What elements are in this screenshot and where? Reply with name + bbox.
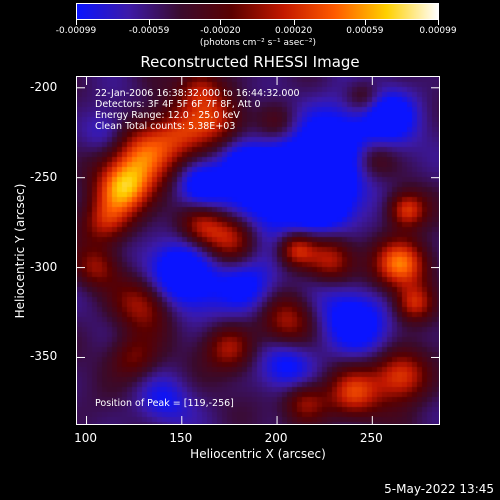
colorbar-unit-label: (photons cm⁻² s⁻¹ asec⁻²) (199, 38, 317, 48)
colorbar-tick (293, 20, 295, 25)
y-tick-label: -200 (30, 79, 58, 94)
y-tick-label: -300 (30, 259, 58, 274)
colorbar-gradient (77, 4, 438, 19)
x-axis-label: Heliocentric X (arcsec) (190, 447, 326, 461)
colorbar-tick-label: -0.00059 (128, 26, 170, 36)
peak-position-label: Position of Peak = [119,-256] (95, 398, 234, 409)
colorbar-tick-label: 0.00020 (274, 26, 313, 36)
colorbar-tick (76, 20, 77, 25)
y-axis-label: Heliocentric Y (arcsec) (13, 183, 27, 319)
info-line-energy: Energy Range: 12.0 - 25.0 keV (95, 110, 240, 121)
colorbar-tick-label: 0.00059 (346, 26, 384, 36)
colorbar-tick (149, 20, 151, 25)
heatmap-image (77, 77, 439, 424)
plot-area (76, 76, 440, 425)
chart-title: Reconstructed RHESSI Image (140, 53, 360, 71)
colorbar-tick (364, 20, 366, 25)
info-line-detectors: Detectors: 3F 4F 5F 6F 7F 8F, Att 0 (95, 99, 261, 110)
colorbar-tick-label: 0.00099 (419, 26, 457, 36)
axes-ticks (77, 77, 439, 424)
colorbar (76, 3, 439, 20)
info-line-time: 22-Jan-2006 16:38:32.000 to 16:44:32.000 (95, 88, 300, 99)
y-tick-label: -350 (30, 349, 58, 364)
timestamp: 5-May-2022 13:45 (384, 482, 494, 496)
y-tick-label: -250 (30, 169, 58, 184)
x-tick-label: 250 (359, 431, 383, 445)
colorbar-tick (220, 20, 222, 25)
colorbar-tick-label: -0.00099 (55, 26, 97, 36)
colorbar-tick-label: -0.00020 (200, 26, 241, 36)
info-line-counts: Clean Total counts: 5.38E+03 (95, 121, 236, 132)
x-tick-label: 100 (74, 431, 97, 445)
x-tick-label: 200 (264, 431, 288, 445)
colorbar-tick (438, 20, 439, 25)
x-tick-label: 150 (169, 431, 193, 445)
